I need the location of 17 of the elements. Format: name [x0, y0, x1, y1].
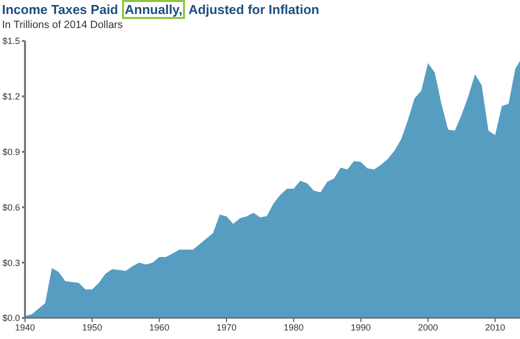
x-tick-label: 1970	[216, 322, 236, 332]
outline-box: Annually,	[122, 0, 186, 19]
y-tick-label: $0.3	[2, 258, 20, 268]
x-tick-label: 1940	[14, 322, 36, 332]
chart-subtitle: In Trillions of 2014 Dollars	[2, 19, 123, 31]
y-tick-label: $0.0	[2, 313, 20, 324]
y-tick-label: $0.6	[2, 202, 20, 212]
chart-title: Income Taxes Paid Annually, Adjusted for Inflation	[2, 1, 320, 19]
x-tick-label: 2000	[418, 322, 438, 332]
x-tick-label: 1960	[149, 322, 170, 332]
x-tick-label: 1950	[82, 322, 102, 332]
x-tick-label: 1990	[350, 322, 371, 332]
y-tick-label: $0.9	[2, 146, 20, 157]
x-tick-label: 2010	[485, 322, 506, 332]
x-tick-label: 1980	[284, 322, 304, 332]
y-tick-label: $1.5	[2, 36, 20, 46]
y-tick-label: $1.2	[2, 92, 20, 102]
